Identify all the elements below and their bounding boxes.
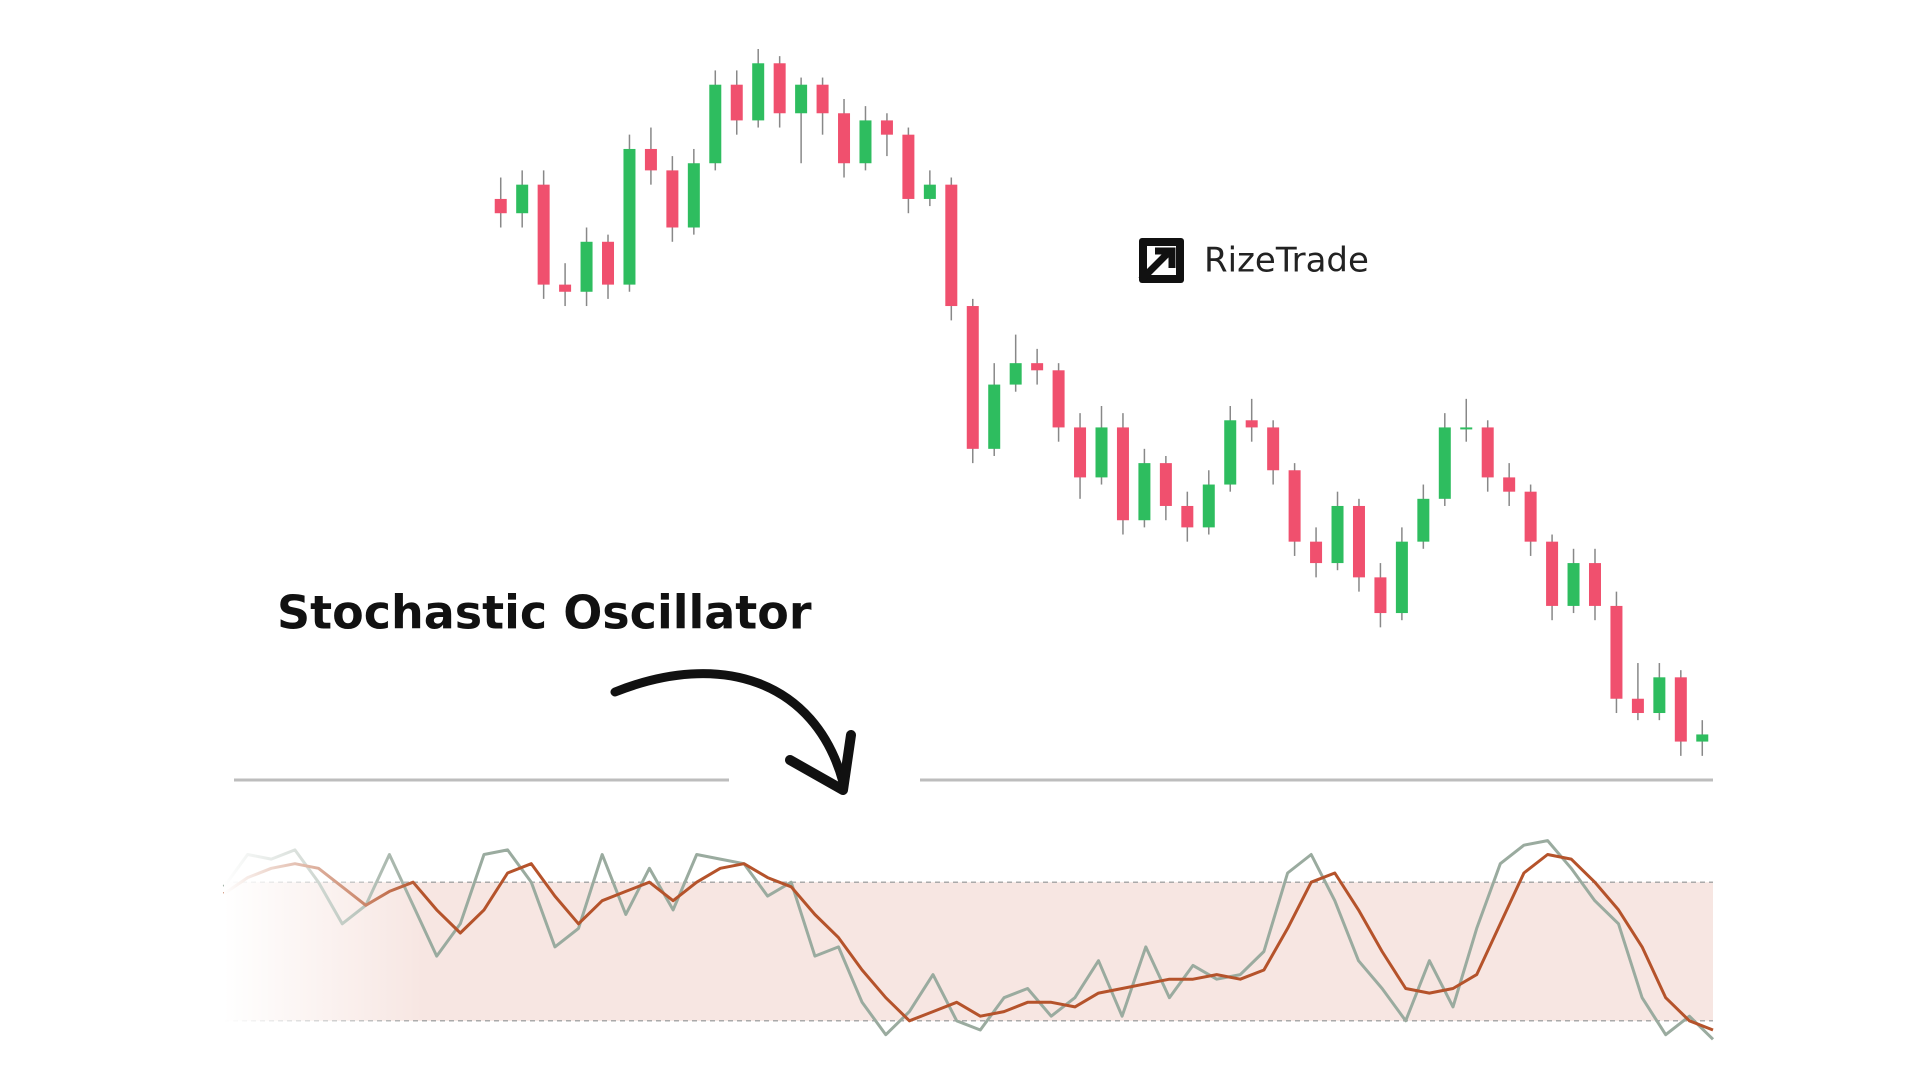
candle-body bbox=[752, 63, 765, 121]
fade-overlay bbox=[224, 830, 424, 1070]
candle-body bbox=[1116, 427, 1129, 521]
candle-body bbox=[1546, 541, 1559, 606]
candle-body bbox=[1438, 427, 1451, 499]
candle-body bbox=[1524, 491, 1537, 542]
candle-body bbox=[1331, 505, 1344, 564]
candle-body bbox=[923, 184, 936, 199]
candle-body bbox=[516, 184, 529, 214]
candle-body bbox=[1074, 427, 1087, 478]
candle-body bbox=[1009, 363, 1022, 385]
logo-icon bbox=[1138, 247, 1176, 283]
band bbox=[224, 882, 1713, 1021]
candle-body bbox=[1567, 563, 1580, 606]
candle-body bbox=[1417, 498, 1430, 542]
candle-body bbox=[1352, 505, 1365, 578]
candle-body bbox=[1653, 677, 1666, 714]
candle-body bbox=[580, 241, 593, 292]
candle-body bbox=[859, 120, 872, 164]
oscillator bbox=[222, 839, 1715, 1041]
candle-body bbox=[838, 113, 851, 164]
candle-body bbox=[816, 84, 829, 114]
candle-body bbox=[795, 84, 808, 114]
candle-body bbox=[773, 63, 786, 114]
candle-body bbox=[902, 134, 915, 199]
candle-body bbox=[1588, 563, 1601, 606]
candle-body bbox=[1610, 605, 1623, 699]
oscillator-title: Stochastic Oscillator bbox=[277, 586, 812, 640]
candle-body bbox=[537, 184, 550, 285]
candle-body bbox=[602, 241, 615, 285]
candle-body bbox=[1202, 484, 1215, 528]
candle-body bbox=[1503, 477, 1516, 492]
candle-body bbox=[1031, 363, 1044, 371]
candle-body bbox=[880, 120, 893, 135]
candle-body bbox=[966, 306, 979, 449]
candle-body bbox=[1310, 541, 1323, 564]
candle-body bbox=[1481, 427, 1494, 478]
candle-body bbox=[1674, 677, 1687, 742]
arrow-head bbox=[785, 730, 856, 795]
candle-body bbox=[730, 84, 743, 121]
candle-body bbox=[1245, 420, 1258, 428]
candles bbox=[494, 49, 1709, 756]
candle-body bbox=[1267, 427, 1280, 471]
candle-body bbox=[1395, 541, 1408, 614]
logo: RizeTrade bbox=[1138, 238, 1369, 283]
candle-body bbox=[687, 163, 700, 228]
candle-body bbox=[1095, 427, 1108, 478]
logo-text: RizeTrade bbox=[1204, 241, 1369, 281]
candle-body bbox=[1181, 505, 1194, 528]
candle-body bbox=[623, 148, 636, 285]
arrow bbox=[610, 669, 848, 787]
candle-body bbox=[709, 84, 722, 164]
candle-body bbox=[1374, 577, 1387, 614]
candle-body bbox=[988, 384, 1001, 449]
candle-body bbox=[1696, 734, 1709, 742]
candle-body bbox=[945, 184, 958, 307]
candle-body bbox=[1631, 698, 1644, 714]
candle-body bbox=[559, 284, 572, 292]
candle-body bbox=[494, 198, 507, 214]
candle-body bbox=[1288, 470, 1301, 542]
candle-body bbox=[666, 170, 679, 228]
candle-body bbox=[644, 148, 657, 171]
candle-body bbox=[1138, 463, 1151, 521]
candle-body bbox=[1224, 420, 1237, 485]
oscillator-background bbox=[224, 881, 1713, 1022]
oscillator-line bbox=[223, 853, 1714, 1032]
candle-body bbox=[1052, 370, 1065, 428]
candle-body bbox=[1460, 427, 1473, 430]
candle-body bbox=[1159, 463, 1172, 506]
oscillator-line bbox=[222, 839, 1715, 1041]
